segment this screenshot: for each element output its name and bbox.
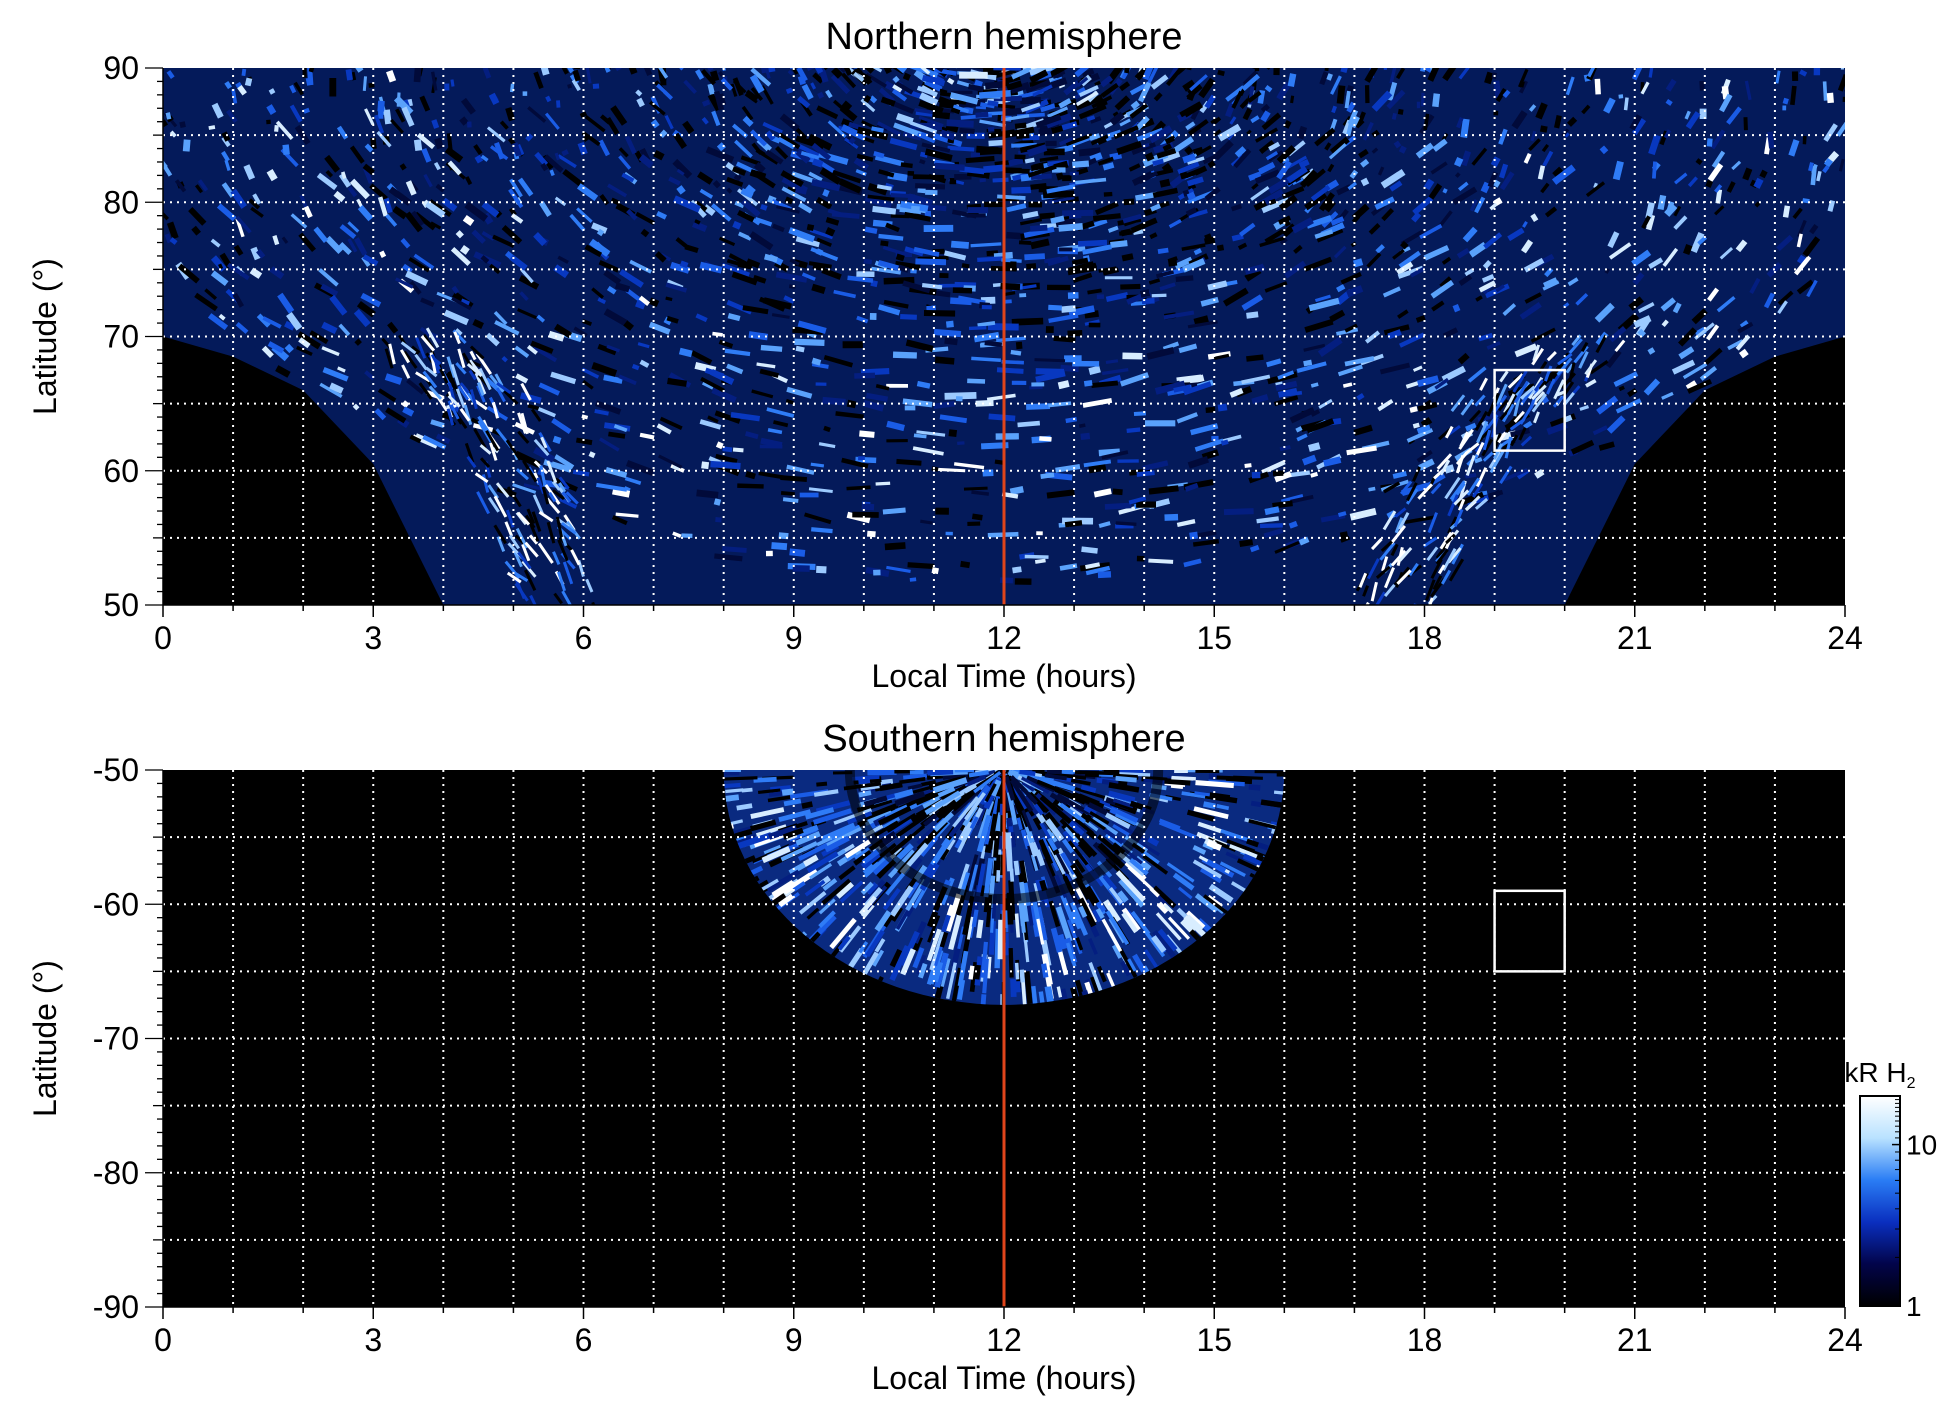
x-tick-label: 12 — [986, 1322, 1022, 1358]
colorbar-label: kR H2 — [1844, 1057, 1915, 1092]
colorbar-gradient — [1859, 1095, 1901, 1307]
highlight-box — [1493, 368, 1566, 452]
y-axis-label: Latitude (°) — [27, 258, 63, 415]
y-tick-label: 80 — [103, 184, 139, 220]
chart-title: Northern hemisphere — [826, 16, 1183, 58]
x-tick-label: 18 — [1407, 1322, 1443, 1358]
colorbar: 1 10 kR H2 — [1844, 1057, 1937, 1322]
x-tick-label: 18 — [1407, 620, 1443, 656]
x-tick-label: 15 — [1196, 620, 1232, 656]
x-tick-label: 0 — [154, 1322, 172, 1358]
x-tick-label: 21 — [1617, 1322, 1653, 1358]
y-tick-label: -70 — [93, 1021, 139, 1057]
x-tick-label: 12 — [986, 620, 1022, 656]
y-tick-label: 60 — [103, 453, 139, 489]
x-tick-label: 9 — [785, 620, 803, 656]
y-tick-label: -90 — [93, 1289, 139, 1325]
x-tick-label: 3 — [364, 620, 382, 656]
x-tick-label: 21 — [1617, 620, 1653, 656]
y-axis-label: Latitude (°) — [27, 960, 63, 1117]
colorbar-label-subscript: 2 — [1907, 1075, 1916, 1092]
y-tick-label: 90 — [103, 50, 139, 86]
axes: 0 3 6 9 12 15 18 21 24 -50 -60 -70 -80 -90 — [93, 752, 1863, 1358]
y-tick-label: 50 — [103, 587, 139, 623]
panel-north: 0 3 6 9 12 15 18 21 24 50 60 70 80 90 Northern hemisph… — [27, 16, 1863, 694]
x-axis-label: Local Time (hours) — [872, 1360, 1137, 1396]
highlight-box — [1493, 889, 1566, 973]
x-tick-label: 24 — [1827, 620, 1863, 656]
x-tick-label: 0 — [154, 620, 172, 656]
axes: 0 3 6 9 12 15 18 21 24 50 60 70 80 90 — [103, 50, 1862, 656]
y-tick-label: -80 — [93, 1155, 139, 1191]
x-tick-label: 6 — [575, 620, 593, 656]
panel-south: 0 3 6 9 12 15 18 21 24 -50 -60 -70 -80 -90 Southern he… — [27, 718, 1863, 1396]
y-tick-label: 70 — [103, 319, 139, 355]
x-tick-label: 9 — [785, 1322, 803, 1358]
colorbar-label-main: kR H — [1844, 1057, 1906, 1088]
y-tick-label: -60 — [93, 886, 139, 922]
x-tick-label: 15 — [1196, 1322, 1232, 1358]
x-axis-label: Local Time (hours) — [872, 658, 1137, 694]
colorbar-tick-label: 10 — [1906, 1130, 1937, 1161]
x-tick-label: 24 — [1827, 1322, 1863, 1358]
colorbar-tick-label: 1 — [1906, 1291, 1922, 1322]
y-tick-label: -50 — [93, 752, 139, 788]
chart-title: Southern hemisphere — [822, 718, 1185, 760]
x-tick-label: 3 — [364, 1322, 382, 1358]
x-tick-label: 6 — [575, 1322, 593, 1358]
